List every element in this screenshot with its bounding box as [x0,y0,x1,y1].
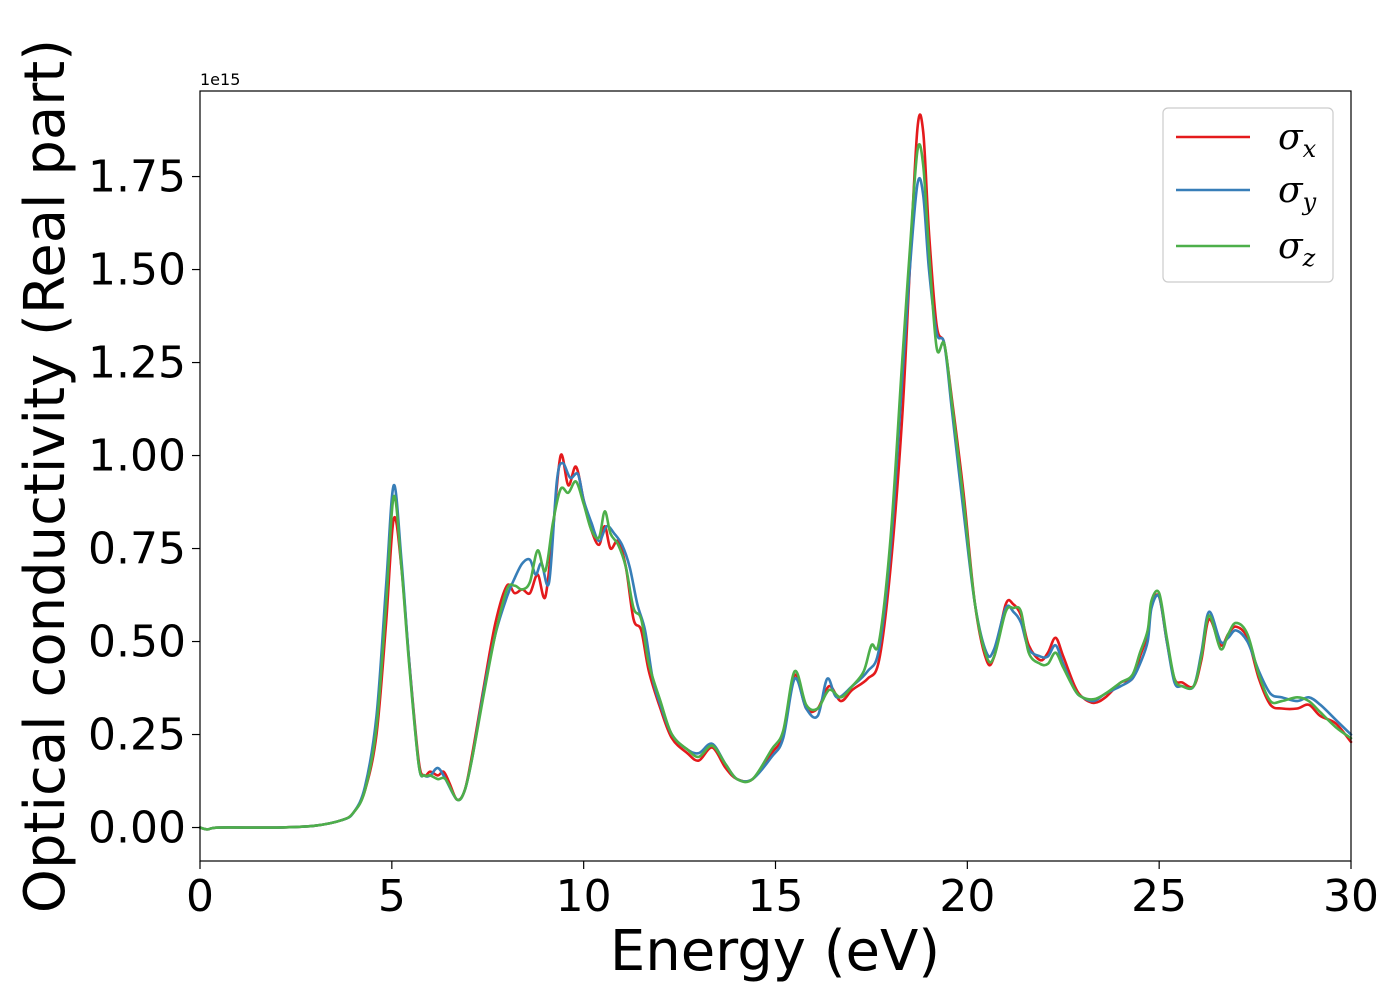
y-axis-ticks: 0.00 0.25 0.50 0.75 1.00 1.25 1.50 1.75 [88,152,200,854]
x-tick-label: 5 [378,871,406,922]
x-tick-label: 20 [939,871,995,922]
y-axis-label: Optical conductivity (Real part) [13,39,78,913]
x-tick-label: 15 [748,871,804,922]
x-tick-label: 30 [1323,871,1379,922]
y-offset-label: 1e15 [200,70,240,89]
x-axis-label: Energy (eV) [610,919,940,984]
x-axis-ticks: 0 5 10 15 20 25 30 [186,861,1379,922]
legend: σx σy σz [1162,107,1334,283]
legend-label-sigma-x: σx [1278,117,1317,163]
x-tick-label: 0 [186,871,214,922]
y-tick-label: 1.75 [88,152,186,203]
y-tick-label: 1.00 [88,431,186,482]
x-tick-label: 10 [556,871,612,922]
series-line-sigma-z [198,143,1353,831]
y-tick-label: 0.00 [88,803,186,854]
y-tick-label: 1.50 [88,245,186,296]
plot-area [200,91,1351,861]
y-tick-label: 0.75 [88,524,186,575]
legend-label-sigma-y: σy [1278,170,1317,216]
y-tick-label: 1.25 [88,338,186,389]
y-tick-label: 0.50 [88,617,186,668]
x-tick-label: 25 [1131,871,1187,922]
legend-box [1162,107,1334,283]
series-layer [198,113,1353,831]
legend-label-sigma-z: σz [1278,226,1316,272]
y-tick-label: 0.25 [88,710,186,761]
